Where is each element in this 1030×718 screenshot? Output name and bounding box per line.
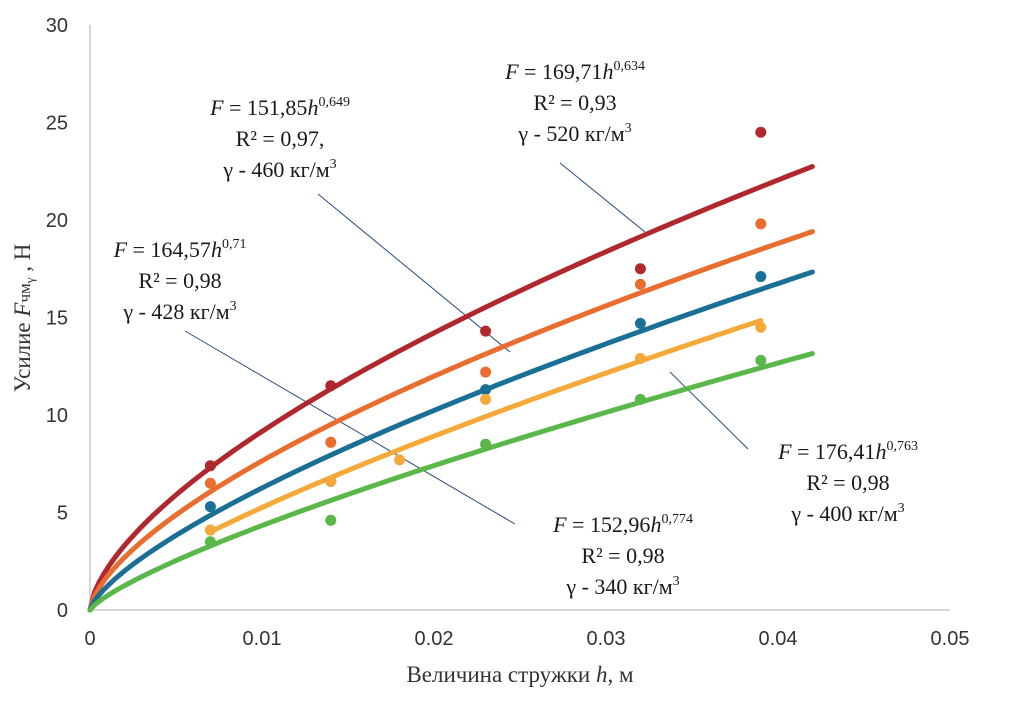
data-point-0 bbox=[325, 380, 337, 392]
equation-460: F = 151,85h0,649 bbox=[210, 95, 350, 120]
equation-340: F = 152,96h0,774 bbox=[553, 512, 693, 537]
data-point-3 bbox=[325, 475, 337, 487]
x-tick-label: 0.03 bbox=[587, 628, 626, 650]
y-tick-label: 5 bbox=[57, 503, 68, 525]
data-point-3 bbox=[755, 321, 767, 333]
leader-line-400 bbox=[669, 371, 749, 450]
equation-520: F = 169,71h0,634 bbox=[505, 59, 645, 84]
data-point-1 bbox=[755, 218, 767, 230]
data-point-4 bbox=[325, 514, 337, 526]
r2-460: R² = 0,97, bbox=[235, 126, 325, 151]
data-point-4 bbox=[634, 393, 646, 405]
y-tick-labels: 0 5 10 15 20 25 30 bbox=[46, 15, 68, 622]
data-point-3 bbox=[204, 524, 216, 536]
x-axis-label: Величина стружки h, м bbox=[406, 662, 634, 687]
density-460: γ - 460 кг/м3 bbox=[223, 157, 337, 182]
r2-428: R² = 0,98 bbox=[138, 268, 222, 293]
data-point-4 bbox=[480, 438, 492, 450]
data-point-1 bbox=[204, 477, 216, 489]
data-point-1 bbox=[480, 366, 492, 378]
data-point-1 bbox=[634, 278, 646, 290]
y-tick-label: 25 bbox=[46, 113, 68, 135]
x-tick-label: 0 bbox=[84, 628, 95, 650]
r2-340: R² = 0,98 bbox=[581, 543, 665, 568]
data-point-2 bbox=[634, 317, 646, 329]
density-428: γ - 428 кг/м3 bbox=[123, 299, 237, 324]
y-axis-label: Усилие Fчмγ , Н bbox=[10, 244, 37, 393]
y-tick-label: 20 bbox=[46, 210, 68, 232]
leader-line-460 bbox=[317, 193, 511, 353]
data-point-1 bbox=[325, 436, 337, 448]
density-340: γ - 340 кг/м3 bbox=[566, 574, 680, 599]
data-point-0 bbox=[480, 325, 492, 337]
annotation-400: F = 176,41h0,763 R² = 0,98 γ - 400 кг/м3 bbox=[748, 436, 948, 529]
leader-line-520 bbox=[559, 162, 646, 233]
annotation-340: F = 152,96h0,774 R² = 0,98 γ - 340 кг/м3 bbox=[508, 509, 738, 602]
leader-lines bbox=[184, 162, 749, 525]
y-tick-label: 0 bbox=[57, 600, 68, 622]
data-point-0 bbox=[204, 460, 216, 472]
leader-line-428 bbox=[184, 330, 516, 525]
trend-line-2 bbox=[87, 269, 815, 613]
trend-line-3 bbox=[207, 318, 764, 535]
y-tick-label: 15 bbox=[46, 308, 68, 330]
y-tick-label: 10 bbox=[46, 405, 68, 427]
x-tick-label: 0.01 bbox=[243, 628, 282, 650]
r2-400: R² = 0,98 bbox=[806, 470, 890, 495]
data-point-3 bbox=[394, 454, 406, 466]
x-tick-label: 0.05 bbox=[931, 628, 970, 650]
trend-line-1 bbox=[87, 229, 815, 613]
annotation-460: F = 151,85h0,649 R² = 0,97, γ - 460 кг/м… bbox=[175, 92, 385, 185]
annotation-520: F = 169,71h0,634 R² = 0,93 γ - 520 кг/м3 bbox=[470, 56, 680, 149]
data-point-3 bbox=[480, 393, 492, 405]
data-points bbox=[204, 126, 767, 548]
equation-400: F = 176,41h0,763 bbox=[778, 439, 918, 464]
x-tick-labels: 0 0.01 0.02 0.03 0.04 0.05 bbox=[84, 628, 969, 650]
equation-428: F = 164,57h0,71 bbox=[113, 237, 247, 262]
r2-520: R² = 0,93 bbox=[533, 90, 617, 115]
data-point-0 bbox=[634, 263, 646, 275]
data-point-2 bbox=[480, 384, 492, 396]
density-400: γ - 400 кг/м3 bbox=[791, 501, 905, 526]
data-point-0 bbox=[755, 126, 767, 138]
x-tick-label: 0.02 bbox=[415, 628, 454, 650]
data-point-4 bbox=[204, 536, 216, 548]
data-point-2 bbox=[204, 501, 216, 513]
data-point-4 bbox=[755, 354, 767, 366]
y-tick-label: 30 bbox=[46, 15, 68, 37]
x-tick-label: 0.04 bbox=[759, 628, 798, 650]
density-520: γ - 520 кг/м3 bbox=[518, 121, 632, 146]
axes bbox=[89, 25, 950, 611]
data-point-3 bbox=[634, 352, 646, 364]
data-point-2 bbox=[755, 271, 767, 283]
annotation-428: F = 164,57h0,71 R² = 0,98 γ - 428 кг/м3 bbox=[70, 234, 290, 327]
